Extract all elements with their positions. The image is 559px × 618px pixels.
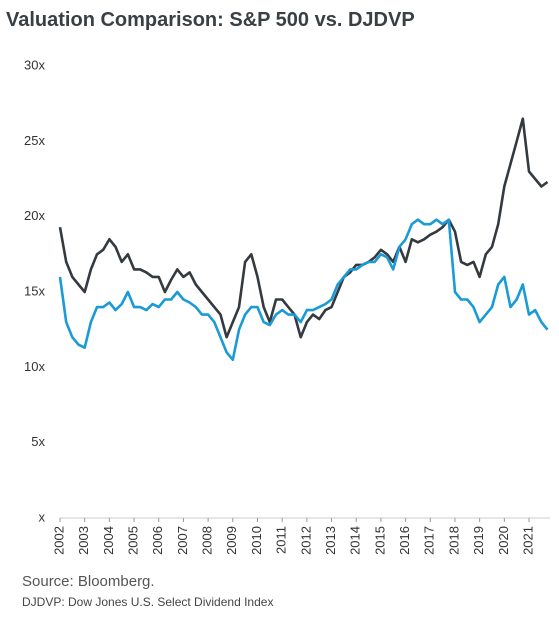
y-tick-label: 10x (24, 359, 45, 374)
x-tick-label: 2014 (348, 526, 363, 555)
source: Source: Bloomberg. (22, 573, 155, 590)
x-tick-label: 2008 (200, 526, 215, 555)
x-tick-label: 2020 (496, 526, 511, 555)
y-tick-label: 30x (24, 57, 45, 72)
x-tick-label: 2016 (397, 526, 412, 555)
x-tick-label: 2017 (422, 526, 437, 555)
x-tick-label: 2003 (76, 526, 91, 555)
x-tick-label: 2007 (175, 526, 190, 555)
x-tick-label: 2019 (471, 526, 486, 555)
x-tick-label: 2018 (446, 526, 461, 555)
x-tick-label: 2004 (101, 526, 116, 555)
x-tick-label: 2009 (224, 526, 239, 555)
y-tick-label: 5x (31, 434, 45, 449)
series-line (58, 218, 549, 362)
x-tick-label: 2013 (323, 526, 338, 555)
y-tick-label: 20x (24, 208, 45, 223)
y-tick-label: x (39, 509, 46, 524)
x-tick-label: 2005 (125, 526, 140, 555)
note: DJDVP: Dow Jones U.S. Select Dividend In… (22, 595, 273, 609)
chart-title: Valuation Comparison: S&P 500 vs. DJDVP (6, 9, 415, 31)
y-tick-label: 15x (24, 283, 45, 298)
x-tick-label: 2010 (249, 526, 264, 555)
x-tick-label: 2012 (298, 526, 313, 555)
x-tick-label: 2011 (274, 526, 289, 554)
x-tick-label: 2002 (51, 526, 66, 555)
x-tick-label: 2006 (150, 526, 165, 555)
x-tick-label: 2015 (372, 526, 387, 555)
y-tick-label: 25x (24, 133, 45, 148)
series-line (58, 117, 549, 339)
x-tick-label: 2021 (520, 526, 535, 555)
